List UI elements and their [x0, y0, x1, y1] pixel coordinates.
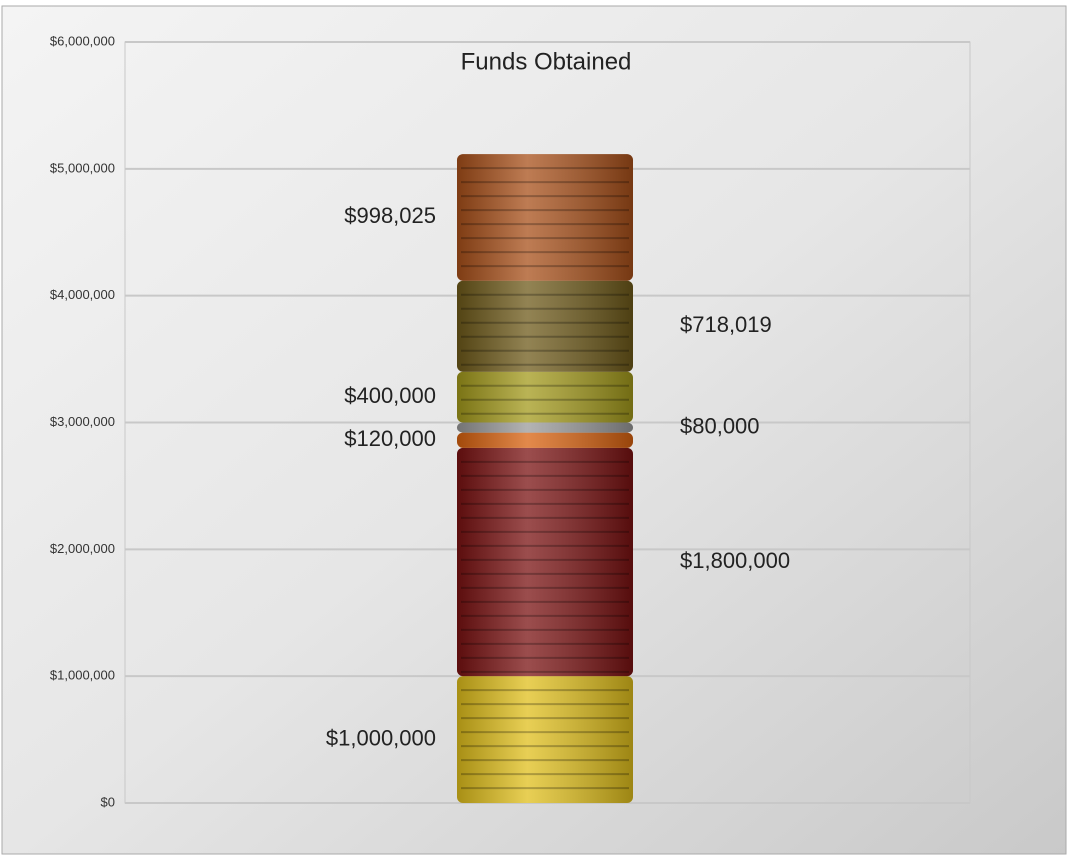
value-label: $1,000,000 — [326, 725, 436, 750]
segment-shine — [457, 433, 633, 448]
segment-shine — [457, 676, 633, 803]
segment-shine — [457, 448, 633, 676]
value-label: $998,025 — [344, 203, 436, 228]
segment-shine — [457, 372, 633, 423]
y-tick-label: $3,000,000 — [50, 414, 115, 429]
y-tick-label: $5,000,000 — [50, 160, 115, 175]
chart-title: Funds Obtained — [461, 48, 632, 75]
chart: Funds Obtained $0 $1,000,000 $2,000,000 $3,… — [0, 0, 1070, 857]
value-label: $80,000 — [680, 413, 760, 438]
value-label: $400,000 — [344, 383, 436, 408]
value-label: $1,800,000 — [680, 548, 790, 573]
y-tick-label: $6,000,000 — [50, 33, 115, 48]
y-tick-label: $1,000,000 — [50, 668, 115, 683]
y-tick-label: $0 — [101, 794, 115, 809]
y-tick-label: $4,000,000 — [50, 287, 115, 302]
segment-shine — [457, 423, 633, 433]
segment-shine — [457, 154, 633, 281]
value-label: $718,019 — [680, 312, 772, 337]
value-label: $120,000 — [344, 426, 436, 451]
y-tick-label: $2,000,000 — [50, 541, 115, 556]
